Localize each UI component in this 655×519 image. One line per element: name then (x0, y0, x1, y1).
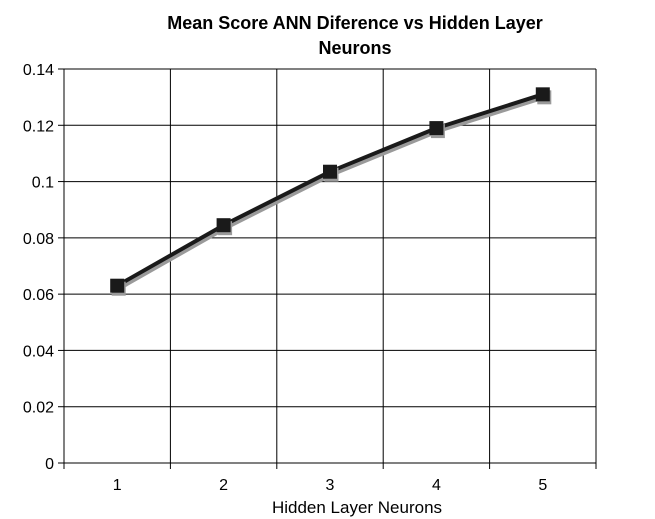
chart-title-line-2: Neurons (318, 38, 391, 58)
y-tick-label: 0.04 (23, 343, 54, 360)
y-tick-label: 0.06 (23, 287, 54, 304)
x-tick-label: 1 (113, 477, 122, 494)
y-axis-ticks: 0 0.02 0.04 0.06 0.08 0.1 0.12 0.14 (23, 62, 64, 473)
data-point-marker (429, 121, 444, 136)
x-axis-label: Hidden Layer Neurons (272, 498, 442, 517)
y-tick-label: 0.14 (23, 62, 54, 79)
y-tick-label: 0.12 (23, 118, 54, 135)
series-line-shadow (116, 95, 547, 291)
series-line (115, 92, 545, 288)
data-point-marker (110, 278, 125, 293)
y-tick-label: 0.02 (23, 400, 54, 417)
data-point-marker (216, 218, 231, 233)
data-point-marker (323, 164, 337, 179)
x-tick-label: 4 (432, 477, 441, 494)
plot-grid (64, 68, 597, 463)
y-tick-label: 0.08 (23, 231, 54, 248)
x-tick-label: 3 (326, 477, 335, 494)
y-tick-label: 0 (45, 456, 54, 473)
series-group (110, 87, 552, 296)
x-axis-ticks: 1 2 3 4 5 (63, 463, 597, 494)
x-tick-label: 5 (538, 477, 547, 494)
data-point-marker (535, 87, 550, 102)
x-tick-label: 2 (219, 477, 228, 494)
plot-axes (63, 69, 596, 464)
chart-title-line-1: Mean Score ANN Diference vs Hidden Layer (167, 13, 542, 33)
y-tick-label: 0.1 (32, 175, 54, 192)
